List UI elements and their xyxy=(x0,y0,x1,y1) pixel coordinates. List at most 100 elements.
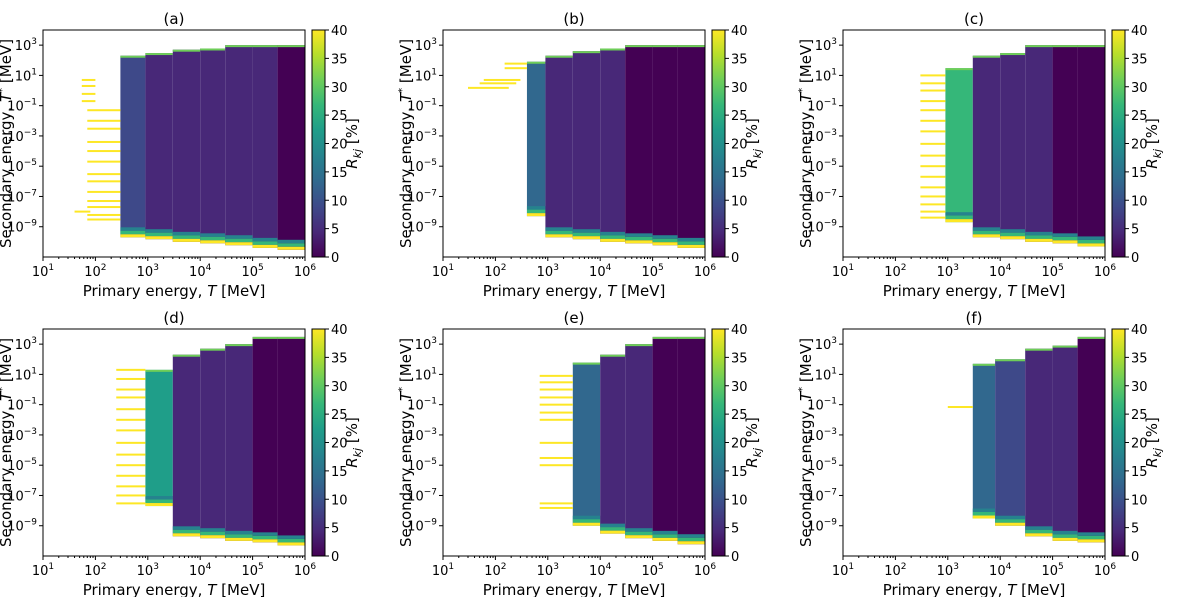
colorbar-tick-label: 25 xyxy=(731,109,748,124)
y-tick-label: 10−7 xyxy=(7,487,37,504)
x-tick-label: 101 xyxy=(832,263,854,280)
colorbar-tick-label: 30 xyxy=(331,81,348,96)
colorbar xyxy=(311,328,326,557)
colorbar-tick-label: 20 xyxy=(731,437,748,452)
heat-bin xyxy=(526,61,546,217)
x-tick-label: 103 xyxy=(537,562,559,579)
sparse-line xyxy=(539,403,573,406)
colorbar-tick-label: 20 xyxy=(331,437,348,452)
colorbar-tick-label: 10 xyxy=(1131,493,1148,508)
y-tick-label: 10−5 xyxy=(7,158,37,175)
sparse-line xyxy=(116,464,146,467)
heat-bin-edge xyxy=(172,235,201,239)
x-tick-label: 102 xyxy=(84,263,106,280)
x-tick-label: 105 xyxy=(641,263,663,280)
heat-bin-edge xyxy=(972,515,996,519)
x-tick-label: 102 xyxy=(484,263,506,280)
x-tick-label: 104 xyxy=(989,263,1012,280)
heat-bin-edge xyxy=(1052,537,1078,541)
x-tick-label: 104 xyxy=(989,562,1012,579)
y-tick-label: 10−7 xyxy=(807,487,837,504)
heat-bin-edge xyxy=(625,344,653,347)
sparse-line xyxy=(920,89,946,92)
colorbar-tick-label: 40 xyxy=(731,323,748,338)
heat-bin-edge xyxy=(600,530,626,534)
sparse-line xyxy=(920,203,946,206)
y-tick-label: 10−5 xyxy=(7,457,37,474)
heat-bin-edge xyxy=(677,534,705,538)
heat-bin-edge xyxy=(526,213,546,217)
heat-bin-edge xyxy=(972,512,996,516)
heat-bin xyxy=(600,354,626,534)
heat-bin xyxy=(145,53,173,240)
heat-bin-edge xyxy=(572,232,601,237)
colorbar-tick-label: 15 xyxy=(331,166,348,181)
colorbar-tick-label: 40 xyxy=(331,24,348,39)
heat-bin-edge xyxy=(600,48,626,51)
heat-bin-edge xyxy=(995,359,1026,362)
heat-bin-edge xyxy=(652,336,678,339)
heat-bin-edge xyxy=(1052,240,1078,244)
sparse-line xyxy=(116,408,146,411)
heat-bin-edge xyxy=(1077,532,1105,536)
heat-bin-edge xyxy=(145,229,173,233)
y-tick-label: 101 xyxy=(15,366,37,383)
heat-bin xyxy=(652,336,678,541)
y-tick-label: 10−9 xyxy=(807,219,837,236)
y-tick-label: 10−7 xyxy=(807,188,837,205)
sparse-line xyxy=(87,160,121,163)
sparse-line xyxy=(116,368,146,371)
sparse-line xyxy=(81,84,96,87)
heat-bin-edge xyxy=(277,243,305,247)
panel-title: (b) xyxy=(563,10,584,28)
heat-bin-edge xyxy=(277,336,305,339)
heat-bin-edge xyxy=(145,369,173,372)
y-axis-label: Secondary energy, T* [MeV] xyxy=(797,338,815,547)
x-tick-label: 103 xyxy=(137,263,159,280)
heat-bin-edge xyxy=(572,51,601,54)
heat-bin-edge xyxy=(526,206,546,210)
x-tick-label: 105 xyxy=(641,562,663,579)
y-tick-label: 10−5 xyxy=(807,158,837,175)
heat-bin-edge xyxy=(572,522,601,526)
colorbar-tick-label: 0 xyxy=(1131,550,1139,565)
sparse-line xyxy=(539,374,573,377)
heat-bin-edge xyxy=(225,344,253,347)
heat-bin-edge xyxy=(225,530,253,535)
sparse-line xyxy=(479,82,517,85)
sparse-line xyxy=(483,78,521,81)
heat-bin-edge xyxy=(252,241,278,245)
colorbar-tick-label: 0 xyxy=(1131,251,1139,266)
x-tick-label: 103 xyxy=(137,562,159,579)
sparse-line xyxy=(87,119,121,122)
colorbar-tick-label: 0 xyxy=(331,251,339,266)
y-tick-label: 10−9 xyxy=(7,219,37,236)
y-tick-label: 101 xyxy=(415,366,437,383)
sparse-line xyxy=(87,109,121,112)
x-tick-label: 106 xyxy=(294,562,317,579)
sparse-line xyxy=(116,418,146,421)
y-tick-label: 103 xyxy=(415,336,437,353)
y-tick-label: 10−3 xyxy=(807,128,837,145)
heat-bin-edge xyxy=(1077,239,1105,244)
sparse-line xyxy=(539,411,573,414)
heat-bin xyxy=(1025,348,1053,537)
panel-d: (d)101 102 103 104 105 10610310110−110−310−51… xyxy=(0,309,364,597)
heat-bin-edge xyxy=(200,535,226,539)
heat-bin-edge xyxy=(572,236,601,240)
heat-bin xyxy=(972,55,1001,238)
colorbar-tick-label: 20 xyxy=(1131,437,1148,452)
y-tick-label: 10−9 xyxy=(7,518,37,535)
colorbar-tick-label: 35 xyxy=(331,52,348,67)
sparse-line xyxy=(920,186,946,189)
sparse-line xyxy=(116,485,146,488)
x-tick-label: 102 xyxy=(884,562,906,579)
heat-bin-edge xyxy=(1000,229,1026,233)
sparse-line xyxy=(87,180,121,183)
heat-bin-edge xyxy=(545,234,573,238)
heat-bin xyxy=(625,344,653,539)
colorbar-tick-label: 25 xyxy=(331,408,348,423)
heat-bin xyxy=(252,336,278,543)
heat-bin-edge xyxy=(677,244,705,248)
colorbar-tick-label: 25 xyxy=(1131,408,1148,423)
